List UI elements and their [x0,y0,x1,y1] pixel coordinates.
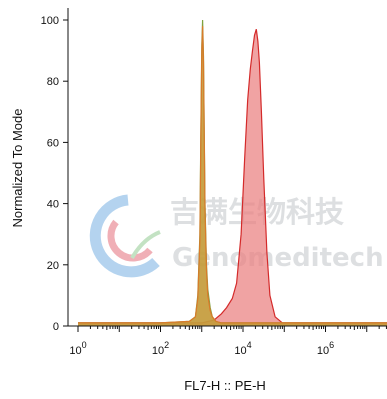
histogram-line-series-1 [78,19,387,324]
y-axis-label: Normalized To Mode [10,109,25,228]
x-tick-label: 104 [234,340,251,357]
histogram-line-series-3 [78,29,387,324]
y-ticks: 0 20 40 60 80 100 [41,15,68,333]
watermark-logo-icon [89,194,161,278]
y-tick-label: 20 [47,260,59,272]
y-tick-label: 100 [41,15,59,27]
histogram-series [78,19,387,326]
y-tick-label: 80 [47,76,59,88]
histogram-area-series-3 [78,29,387,326]
x-tick-label: 102 [152,340,169,357]
x-ticks: 100102104106108 [69,326,387,357]
y-tick-label: 40 [47,199,59,211]
x-tick-label: 106 [317,340,334,357]
histogram-area-series-1 [78,20,387,326]
histogram-area-series-2 [78,26,387,326]
histogram-line-series-2 [78,26,387,324]
x-tick-label: 100 [69,340,86,357]
y-tick-label: 0 [53,321,59,333]
x-axis-label: FL7-H :: PE-H [184,378,266,393]
y-tick-label: 60 [47,137,59,149]
